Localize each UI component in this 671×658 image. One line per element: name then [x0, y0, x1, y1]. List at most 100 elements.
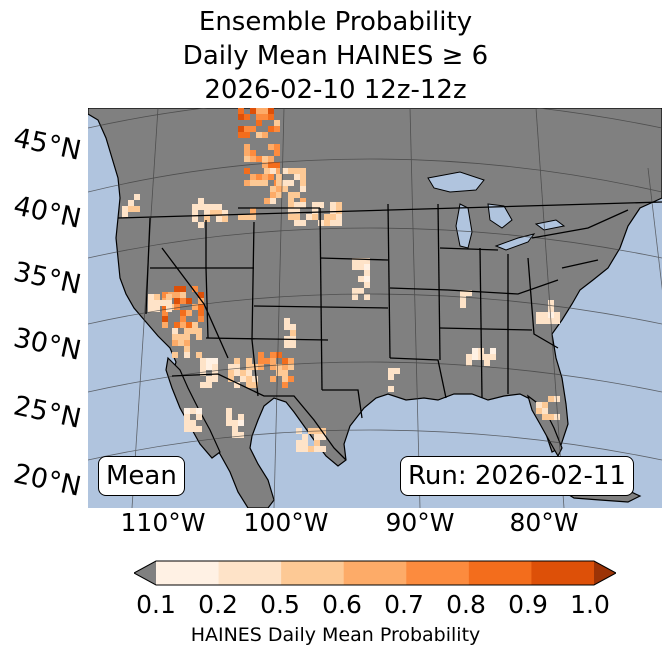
probability-cell: [240, 376, 246, 382]
probability-cell: [258, 364, 264, 370]
probability-cell: [358, 264, 364, 270]
probability-cell: [542, 414, 548, 420]
probability-cell: [256, 174, 262, 180]
probability-cell: [122, 212, 128, 218]
probability-cell: [296, 446, 302, 452]
probability-cell: [352, 294, 358, 300]
probability-cell: [268, 108, 274, 114]
probability-cell: [314, 434, 320, 440]
colorbar-tick-0-1: 0.1: [136, 590, 176, 619]
probability-cell: [244, 168, 250, 174]
run-date-badge: Run: 2026-02-11: [400, 456, 634, 496]
probability-cell: [262, 180, 268, 186]
probability-cell: [240, 370, 246, 376]
border-line: [389, 287, 449, 291]
border-line: [531, 209, 629, 239]
probability-cell: [154, 306, 160, 312]
probability-cell: [542, 318, 548, 324]
probability-cell: [320, 446, 326, 452]
probability-cell: [184, 346, 190, 352]
probability-cell: [320, 434, 326, 440]
probability-cell: [196, 426, 202, 432]
probability-cell: [282, 168, 288, 174]
colorbar-tick-0-9: 0.9: [508, 590, 548, 619]
probability-cell: [148, 306, 154, 312]
probability-cell: [466, 354, 472, 360]
probability-cell: [178, 334, 184, 340]
probability-cell: [228, 376, 234, 382]
probability-cell: [358, 276, 364, 282]
probability-cell: [166, 294, 172, 300]
probability-cell: [300, 168, 306, 174]
probability-cell: [162, 322, 168, 328]
probability-cell: [198, 304, 204, 310]
probability-cell: [554, 396, 560, 402]
probability-cell: [238, 414, 244, 420]
probability-cell: [548, 312, 554, 318]
probability-cell: [246, 358, 252, 364]
probability-cell: [276, 192, 282, 198]
probability-cell: [162, 310, 168, 316]
probability-cell: [288, 214, 294, 220]
probability-cell: [200, 358, 206, 364]
probability-cell: [198, 316, 204, 322]
border-line: [389, 357, 447, 399]
probability-cell: [166, 300, 172, 306]
lat-label-45: 45°N: [10, 122, 84, 167]
probability-cell: [184, 334, 190, 340]
probability-cell: [302, 446, 308, 452]
probability-cell: [262, 156, 268, 162]
us-mexico-border: [171, 373, 347, 461]
lon-label-80w: 80°W: [509, 508, 579, 537]
title-line-1: Ensemble Probability: [198, 7, 473, 37]
probability-cell: [216, 210, 222, 216]
border-line: [447, 279, 559, 295]
probability-cell: [186, 322, 192, 328]
probability-cell: [484, 360, 490, 366]
probability-cell: [256, 180, 262, 186]
probability-cell: [250, 156, 256, 162]
colorbar-outline: [134, 560, 616, 586]
probability-cell: [296, 428, 302, 434]
probability-cell: [460, 302, 466, 308]
probability-cell: [288, 192, 294, 198]
probability-cell: [250, 214, 256, 220]
probability-cell: [238, 420, 244, 426]
probability-cell: [256, 120, 262, 126]
probability-cell: [190, 408, 196, 414]
border-line: [439, 327, 533, 331]
probability-cell: [282, 370, 288, 376]
probability-cell: [282, 358, 288, 364]
probability-cell: [258, 352, 264, 358]
probability-cell: [330, 220, 336, 226]
probability-cell: [160, 300, 166, 306]
lake-ontario: [534, 219, 566, 231]
probability-cell: [358, 288, 364, 294]
probability-cell: [274, 126, 280, 132]
probability-cell: [548, 396, 554, 402]
lat-label-20: 20°N: [10, 458, 84, 503]
border-line: [479, 247, 483, 399]
probability-cell: [196, 414, 202, 420]
probability-cell: [234, 358, 240, 364]
probability-cell: [318, 220, 324, 226]
probability-cell: [196, 328, 202, 334]
probability-cell: [542, 312, 548, 318]
colorbar-tick-0-7: 0.7: [384, 590, 424, 619]
border-line: [527, 257, 559, 349]
probability-cell: [330, 208, 336, 214]
probability-cell: [226, 408, 232, 414]
colorbar-segments: [156, 561, 595, 585]
border-line: [319, 257, 389, 261]
probability-cell: [542, 402, 548, 408]
probability-cell: [300, 174, 306, 180]
probability-cell: [226, 414, 232, 420]
probability-cell: [200, 364, 206, 370]
probability-cell: [296, 440, 302, 446]
map-panel[interactable]: Mean Run: 2026-02-11: [87, 97, 671, 509]
probability-cell: [536, 312, 542, 318]
probability-cell: [276, 174, 282, 180]
probability-cell: [204, 204, 210, 210]
probability-cell: [244, 114, 250, 120]
us-canada-border: [117, 201, 663, 219]
